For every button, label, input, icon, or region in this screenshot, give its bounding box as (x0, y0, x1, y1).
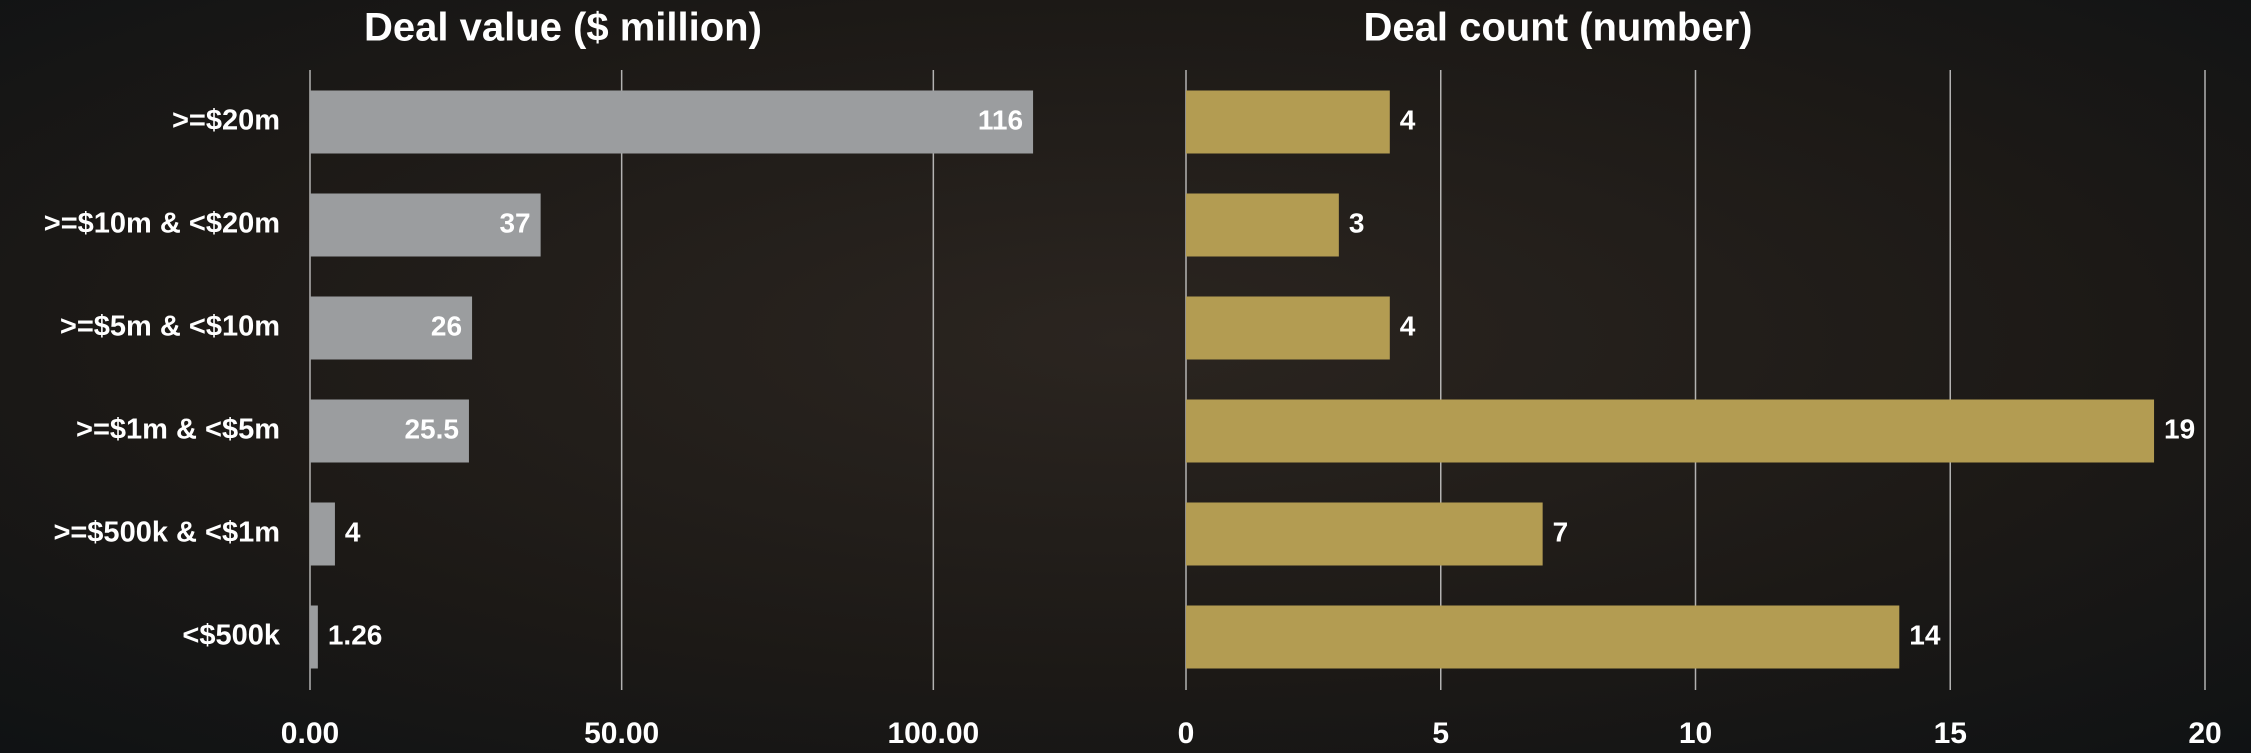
value-label: 25.5 (404, 413, 459, 444)
value-label: 1.26 (328, 619, 383, 650)
x-tick-label: 50.00 (584, 717, 659, 750)
bar (310, 90, 1034, 154)
bar (1186, 296, 1390, 360)
bar (1186, 90, 1390, 154)
bar (1186, 605, 1900, 669)
value-label: 26 (431, 310, 462, 341)
bar (310, 193, 541, 257)
chart-title: Deal value ($ million) (364, 6, 762, 50)
bar (1186, 193, 1339, 257)
value-label: 14 (1909, 619, 1941, 650)
bar (310, 296, 473, 360)
x-tick-label: 0 (1178, 717, 1195, 750)
value-label: 19 (2164, 413, 2195, 444)
x-tick-label: 20 (2188, 717, 2221, 750)
chart-title: Deal count (number) (1364, 6, 1753, 50)
x-tick-label: 5 (1432, 717, 1449, 750)
x-tick-label: 100.00 (887, 717, 979, 750)
value-label: 37 (499, 207, 530, 238)
y-tick-label: >=$20m (172, 105, 280, 137)
x-tick-label: 10 (1679, 717, 1712, 750)
value-label: 4 (1400, 310, 1416, 341)
value-label: 7 (1553, 516, 1569, 547)
bar (1186, 502, 1543, 566)
y-tick-label: >=$10m & <$20m (44, 208, 280, 240)
x-tick-label: 0.00 (281, 717, 339, 750)
x-tick-label: 15 (1934, 717, 1967, 750)
y-tick-label: >=$1m & <$5m (76, 414, 280, 446)
bar (1186, 399, 2155, 463)
bar (310, 502, 335, 566)
y-tick-label: <$500k (182, 620, 280, 652)
value-label: 4 (1400, 104, 1416, 135)
bar (310, 399, 469, 463)
bar (310, 605, 318, 669)
value-label: 116 (978, 104, 1023, 135)
y-tick-label: >=$5m & <$10m (60, 311, 280, 343)
value-label: 4 (345, 516, 361, 547)
value-label: 3 (1349, 207, 1365, 238)
y-tick-label: >=$500k & <$1m (53, 517, 280, 549)
